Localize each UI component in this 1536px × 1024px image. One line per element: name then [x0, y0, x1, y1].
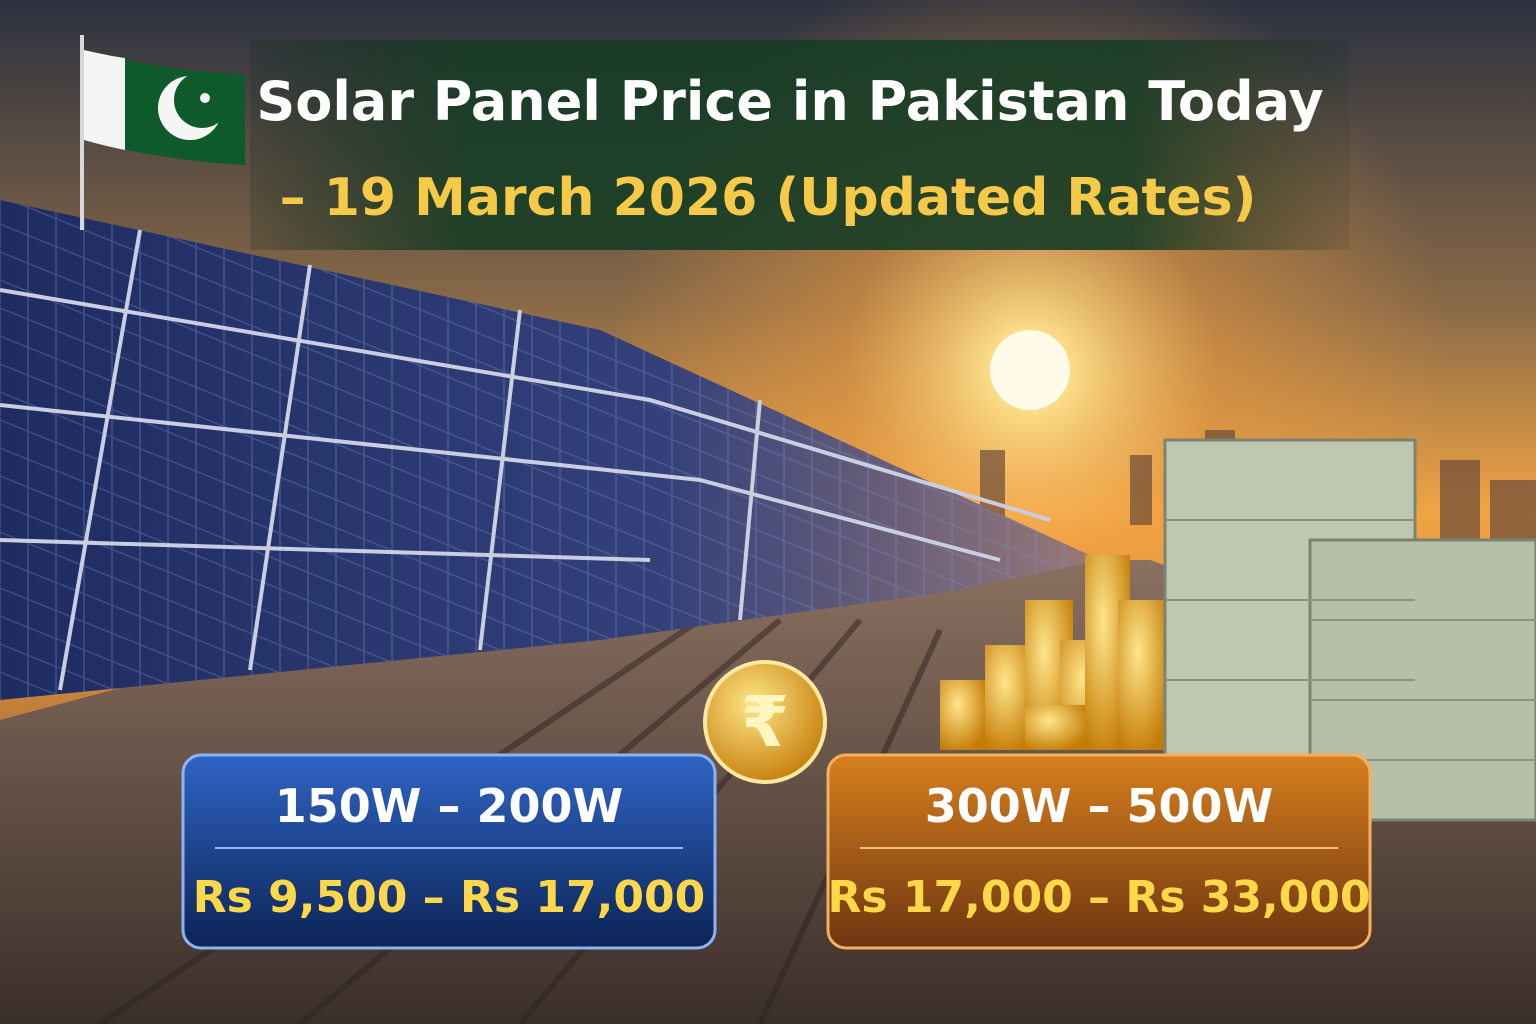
title-banner	[250, 40, 1350, 250]
title-line-1: Solar Panel Price in Pakistan Today	[256, 70, 1323, 133]
card-background	[826, 753, 1372, 950]
coin-stacks	[940, 555, 1168, 750]
solar-cells	[0, 200, 1100, 700]
card-range: 150W – 200W	[275, 779, 624, 833]
flag	[80, 35, 245, 230]
coin-symbol: ₹	[741, 681, 790, 763]
title-line-2: – 19 March 2026 (Updated Rates)	[280, 168, 1257, 228]
rupee-coin	[703, 660, 827, 784]
card-background	[181, 753, 717, 950]
card-range: 300W – 500W	[925, 779, 1274, 833]
card-price: Rs 17,000 – Rs 33,000	[828, 872, 1371, 923]
price-card: 150W – 200W Rs 9,500 – Rs 17,000	[181, 753, 717, 950]
sun	[990, 330, 1070, 410]
panel-frames	[0, 229, 1051, 691]
price-card: 300W – 500W Rs 17,000 – Rs 33,000	[826, 753, 1372, 950]
card-price: Rs 9,500 – Rs 17,000	[193, 872, 705, 923]
